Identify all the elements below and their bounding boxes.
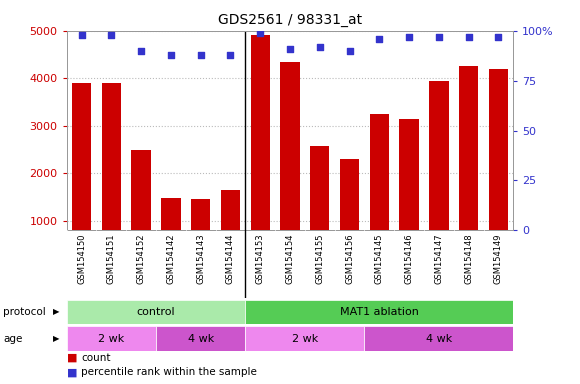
Bar (67, 326, 156, 351)
Text: GSM154145: GSM154145 (375, 234, 384, 284)
Point (107, 31, 116, 38)
Text: ▶: ▶ (53, 308, 60, 316)
Bar (280, 61, 300, 268)
Bar (459, 66, 478, 268)
Bar (72, 83, 91, 268)
Text: GSM154156: GSM154156 (345, 234, 354, 285)
Bar (161, 198, 180, 268)
Bar (310, 146, 329, 268)
Text: 4 wk: 4 wk (426, 334, 452, 344)
Point (375, 36, 384, 42)
Bar (251, 35, 270, 268)
Point (434, 34, 444, 40)
Text: count: count (81, 353, 111, 363)
Text: GSM154155: GSM154155 (316, 234, 324, 284)
Bar (102, 83, 121, 268)
Bar (245, 300, 513, 324)
Point (256, 30, 265, 36)
Bar (245, 326, 364, 351)
Bar (132, 150, 151, 268)
Bar (221, 190, 240, 268)
Bar (369, 114, 389, 268)
Point (136, 48, 146, 54)
Text: 2 wk: 2 wk (292, 334, 318, 344)
Bar (429, 81, 448, 268)
Point (196, 51, 205, 58)
Bar (191, 199, 211, 268)
Text: GSM154154: GSM154154 (285, 234, 295, 284)
Text: GSM154151: GSM154151 (107, 234, 116, 284)
Text: GSM154152: GSM154152 (137, 234, 146, 284)
Text: control: control (137, 307, 175, 317)
Bar (364, 326, 513, 351)
Point (166, 51, 176, 58)
Point (345, 48, 354, 54)
Text: GSM154146: GSM154146 (405, 234, 414, 285)
Text: GSM154150: GSM154150 (77, 234, 86, 284)
Text: GSM154142: GSM154142 (166, 234, 175, 284)
Text: ■: ■ (67, 353, 77, 363)
Text: ■: ■ (67, 367, 77, 377)
Text: 2 wk: 2 wk (98, 334, 125, 344)
Text: GSM154147: GSM154147 (434, 234, 443, 285)
Bar (489, 69, 508, 268)
Text: 4 wk: 4 wk (187, 334, 214, 344)
Point (464, 34, 473, 40)
Text: GSM154144: GSM154144 (226, 234, 235, 284)
Text: MAT1 ablation: MAT1 ablation (340, 307, 419, 317)
Point (285, 46, 295, 52)
Point (77, 31, 86, 38)
Text: GSM154153: GSM154153 (256, 234, 264, 285)
Point (494, 34, 503, 40)
Text: protocol: protocol (3, 307, 46, 317)
Bar (400, 119, 419, 268)
Text: GSM154148: GSM154148 (464, 234, 473, 285)
Text: age: age (3, 334, 22, 344)
Point (404, 34, 414, 40)
Bar (340, 159, 359, 268)
Bar (67, 300, 245, 324)
Point (315, 44, 324, 50)
Title: GDS2561 / 98331_at: GDS2561 / 98331_at (218, 13, 362, 27)
Text: ▶: ▶ (53, 334, 60, 343)
Text: percentile rank within the sample: percentile rank within the sample (81, 367, 257, 377)
Bar (156, 326, 245, 351)
Text: GSM154143: GSM154143 (196, 234, 205, 285)
Point (226, 51, 235, 58)
Text: GSM154149: GSM154149 (494, 234, 503, 284)
